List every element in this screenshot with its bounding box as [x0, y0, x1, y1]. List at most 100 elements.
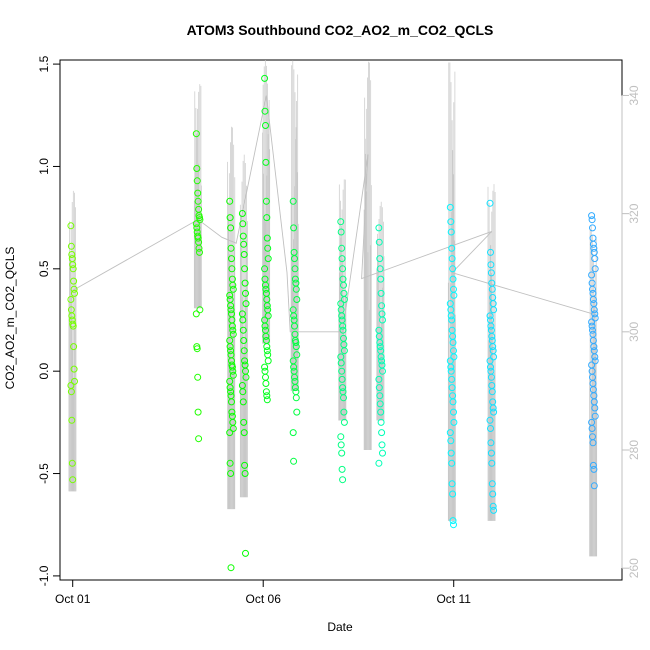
data-point	[69, 322, 77, 330]
data-point	[263, 302, 271, 310]
y-tick-label: 0.5	[37, 260, 51, 277]
data-point	[489, 490, 497, 498]
data-point	[590, 465, 598, 473]
data-point	[228, 398, 235, 406]
data-point	[376, 400, 384, 408]
data-point	[449, 275, 457, 283]
data-point	[71, 289, 78, 297]
data-point	[487, 449, 495, 457]
data-point	[192, 130, 200, 138]
data-point	[227, 306, 235, 314]
data-point	[194, 373, 202, 381]
data-point	[448, 316, 456, 324]
data-point	[241, 279, 249, 287]
data-point	[338, 244, 346, 252]
data-point	[261, 74, 269, 82]
data-point	[589, 285, 596, 293]
data-point	[261, 363, 269, 371]
data-point	[339, 322, 347, 330]
data-point	[447, 312, 455, 320]
data-point	[449, 517, 457, 525]
data-point	[196, 306, 204, 314]
data-point	[261, 265, 269, 273]
data-point	[377, 418, 385, 426]
y-tick-label: -1.0	[37, 565, 51, 586]
data-point	[486, 199, 494, 207]
data-point	[261, 322, 269, 330]
data-point	[196, 216, 204, 224]
data-point	[338, 367, 346, 375]
data-point	[241, 265, 249, 273]
data-point	[448, 244, 456, 252]
data-point	[591, 314, 599, 322]
x-axis-label: Date	[327, 620, 353, 634]
data-point	[589, 296, 597, 303]
data-point	[590, 482, 598, 490]
data-point	[262, 197, 270, 205]
data-point	[292, 285, 300, 293]
data-point	[226, 459, 234, 467]
data-point	[376, 339, 384, 346]
data-point	[377, 408, 385, 416]
data-point	[263, 343, 271, 351]
data-point	[192, 220, 200, 228]
data-point	[377, 275, 385, 283]
data-point	[337, 433, 345, 441]
data-point	[69, 476, 77, 484]
data-point	[379, 367, 386, 375]
data-point	[591, 353, 599, 361]
data-point	[227, 244, 235, 252]
data-point	[263, 214, 271, 222]
data-point	[228, 265, 236, 273]
data-point	[227, 347, 235, 355]
data-point	[194, 408, 202, 416]
data-point	[262, 373, 269, 381]
data-point	[263, 234, 271, 242]
data-point	[292, 339, 300, 346]
data-point	[264, 244, 272, 252]
data-point	[588, 216, 596, 224]
data-point	[263, 392, 271, 400]
data-point	[289, 197, 297, 205]
data-point	[588, 322, 596, 330]
data-point	[290, 224, 298, 232]
data-point	[447, 228, 455, 236]
data-point	[490, 506, 498, 514]
data-point	[293, 296, 301, 303]
data-point	[226, 343, 234, 351]
data-point	[490, 306, 498, 314]
data-point	[239, 326, 247, 334]
data-point	[339, 384, 347, 392]
data-point	[489, 343, 497, 351]
data-point	[240, 429, 248, 437]
data-point	[338, 449, 346, 457]
trace-path	[72, 95, 594, 333]
data-point	[229, 425, 237, 432]
data-point	[448, 480, 456, 488]
data-point	[196, 248, 203, 256]
data-point	[226, 214, 234, 222]
data-point	[226, 384, 234, 392]
data-point	[488, 332, 496, 340]
data-point	[70, 365, 78, 373]
data-point	[69, 261, 77, 269]
data-point	[340, 418, 348, 426]
y2-tick-label: 340	[627, 85, 641, 105]
data-point	[490, 353, 498, 361]
data-point	[490, 408, 498, 416]
data-point	[68, 312, 76, 320]
data-point	[337, 359, 345, 367]
data-point	[228, 255, 235, 263]
data-point	[589, 224, 596, 232]
y-tick-label: 0.0	[37, 363, 51, 380]
data-point	[241, 461, 249, 469]
data-point	[228, 363, 236, 371]
data-point	[487, 363, 494, 371]
data-point	[291, 384, 299, 392]
data-point	[261, 367, 269, 375]
data-point	[227, 388, 235, 396]
data-point	[229, 326, 237, 334]
data-point	[226, 291, 234, 299]
data-point	[378, 441, 386, 449]
data-point	[588, 425, 596, 432]
